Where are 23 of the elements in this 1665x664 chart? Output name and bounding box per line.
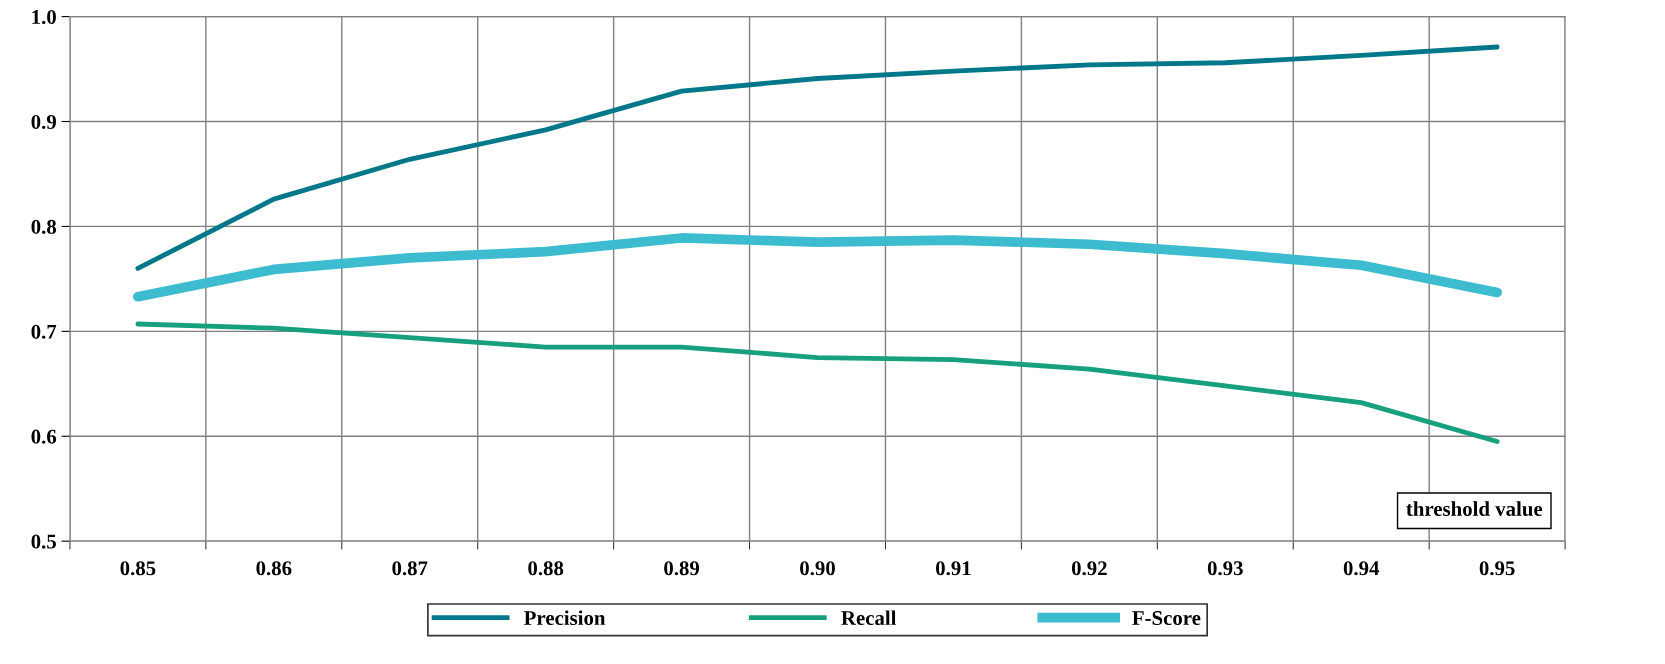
x-tick-label: 0.90	[800, 561, 835, 576]
y-tick-label: 0.7	[31, 324, 57, 339]
x-tick-label: 0.92	[1071, 561, 1107, 576]
x-tick-label: 0.91	[936, 561, 971, 576]
x-tick-label: 0.93	[1207, 561, 1243, 576]
y-tick-label: 0.5	[31, 534, 56, 549]
x-tick-label: 0.86	[256, 561, 292, 576]
line-series	[135, 44, 1500, 271]
x-tick-label: 0.89	[664, 561, 700, 576]
x-axis-title: threshold value	[1406, 501, 1543, 516]
line-series	[135, 321, 1500, 444]
legend-label: Recall	[841, 610, 897, 626]
x-tick-label: 0.94	[1343, 561, 1380, 576]
y-tick-label: 0.6	[31, 429, 57, 444]
x-tick-label: 0.95	[1479, 561, 1515, 576]
y-tick-label: 0.9	[31, 114, 56, 130]
y-tick-label: 1.0	[32, 9, 56, 25]
legend-label: F-Score	[1132, 611, 1201, 626]
y-tick-label: 0.8	[31, 219, 57, 234]
x-tick-label: 0.87	[392, 561, 428, 576]
x-tick-label: 0.88	[528, 561, 564, 576]
x-tick-label: 0.85	[120, 561, 156, 576]
legend-label: Precision	[524, 610, 606, 626]
